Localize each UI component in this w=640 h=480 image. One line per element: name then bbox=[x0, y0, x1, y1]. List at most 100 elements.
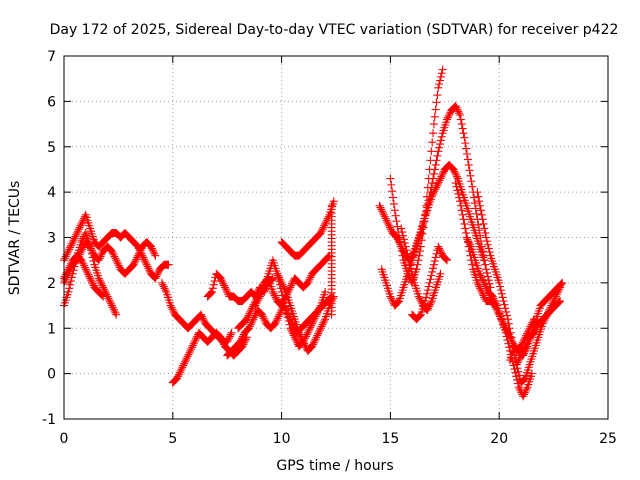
data-point bbox=[556, 297, 565, 306]
data-point bbox=[423, 199, 432, 208]
data-point bbox=[311, 335, 320, 344]
data-point bbox=[522, 340, 531, 349]
data-point bbox=[254, 296, 263, 305]
data-point bbox=[87, 277, 96, 286]
data-point bbox=[143, 262, 152, 271]
data-point bbox=[236, 337, 245, 346]
data-point bbox=[530, 328, 539, 337]
data-point bbox=[134, 249, 143, 258]
data-point bbox=[154, 268, 163, 277]
series-track-m bbox=[327, 201, 336, 319]
data-point bbox=[242, 315, 251, 324]
data-point bbox=[427, 271, 436, 280]
data-point bbox=[519, 392, 528, 401]
data-point bbox=[406, 264, 415, 273]
data-point bbox=[80, 263, 89, 272]
x-tick-label: 25 bbox=[599, 431, 617, 447]
y-tick-label: -1 bbox=[42, 412, 56, 428]
data-point bbox=[387, 294, 396, 303]
data-point bbox=[197, 310, 206, 319]
data-point bbox=[388, 296, 397, 305]
data-point bbox=[507, 333, 516, 342]
data-point bbox=[415, 311, 424, 320]
y-tick-label: 5 bbox=[47, 140, 56, 156]
data-point bbox=[422, 203, 431, 212]
data-point bbox=[222, 287, 231, 296]
data-point bbox=[435, 244, 444, 253]
data-point bbox=[426, 275, 435, 284]
data-point bbox=[389, 199, 398, 208]
data-point bbox=[303, 328, 312, 337]
data-point bbox=[422, 289, 431, 298]
data-point bbox=[217, 335, 226, 344]
data-point bbox=[132, 255, 141, 264]
data-point bbox=[66, 261, 75, 270]
data-point bbox=[314, 307, 323, 316]
data-point bbox=[558, 278, 567, 287]
data-point bbox=[276, 308, 285, 317]
data-point bbox=[189, 339, 198, 348]
data-point bbox=[516, 351, 525, 360]
data-point bbox=[255, 292, 264, 301]
data-point bbox=[166, 301, 175, 310]
chart-title: Day 172 of 2025, Sidereal Day-to-day VTE… bbox=[50, 22, 619, 38]
data-point bbox=[246, 307, 255, 316]
data-point bbox=[328, 294, 337, 303]
data-point bbox=[271, 319, 280, 328]
data-point bbox=[516, 353, 525, 362]
data-point bbox=[467, 177, 476, 186]
data-point bbox=[395, 233, 404, 242]
data-point bbox=[452, 172, 461, 181]
data-point bbox=[442, 256, 451, 265]
data-point bbox=[476, 206, 485, 215]
data-point bbox=[462, 144, 471, 153]
data-point bbox=[303, 278, 312, 287]
data-point bbox=[474, 220, 483, 229]
data-point bbox=[298, 336, 307, 345]
data-point bbox=[550, 296, 559, 305]
data-point bbox=[78, 236, 87, 245]
data-point bbox=[78, 218, 87, 227]
data-point bbox=[312, 310, 321, 319]
data-point bbox=[197, 312, 206, 321]
series-track-p bbox=[386, 65, 447, 287]
data-point bbox=[83, 268, 92, 277]
data-point bbox=[431, 253, 440, 262]
data-point bbox=[478, 215, 487, 224]
data-point bbox=[111, 254, 120, 263]
data-point bbox=[521, 386, 530, 395]
data-point bbox=[60, 272, 69, 281]
data-point bbox=[490, 296, 499, 305]
data-point bbox=[479, 278, 488, 287]
data-point bbox=[180, 357, 189, 366]
data-point bbox=[503, 315, 512, 324]
data-point bbox=[329, 197, 338, 206]
data-point bbox=[407, 267, 416, 276]
data-point bbox=[429, 129, 438, 138]
series-track-o bbox=[377, 101, 495, 310]
data-point bbox=[405, 257, 414, 266]
data-point bbox=[67, 239, 76, 248]
data-point bbox=[94, 256, 103, 265]
data-point bbox=[110, 252, 119, 261]
data-point bbox=[523, 338, 532, 347]
data-point bbox=[274, 271, 283, 280]
x-tick-label: 15 bbox=[381, 431, 399, 447]
data-point bbox=[69, 266, 78, 275]
series-track-d bbox=[60, 251, 108, 301]
data-point bbox=[219, 338, 228, 347]
data-point bbox=[140, 255, 149, 264]
data-point bbox=[221, 285, 230, 294]
data-point bbox=[199, 316, 208, 325]
data-point bbox=[462, 233, 471, 242]
data-point bbox=[257, 288, 266, 297]
data-point bbox=[436, 246, 445, 255]
data-point bbox=[506, 328, 515, 337]
data-point bbox=[151, 274, 160, 283]
data-point bbox=[288, 327, 297, 336]
data-point bbox=[443, 113, 452, 122]
data-point bbox=[434, 242, 443, 251]
data-point bbox=[433, 91, 442, 100]
data-point bbox=[515, 385, 524, 394]
data-point bbox=[99, 283, 108, 292]
